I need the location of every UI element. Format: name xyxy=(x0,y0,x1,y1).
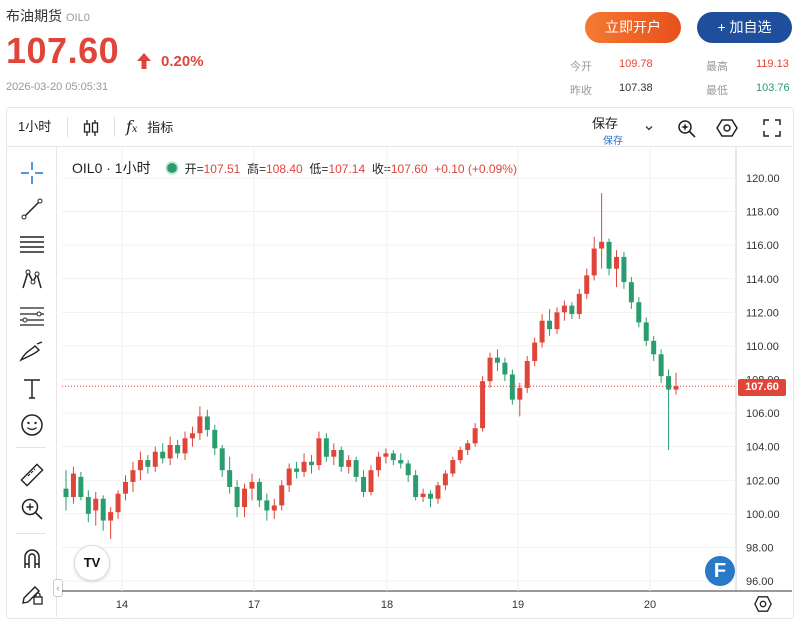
smiley-icon xyxy=(21,414,43,436)
magnet-tool[interactable] xyxy=(18,544,46,572)
zoom-tool[interactable] xyxy=(18,495,46,523)
magnet-icon xyxy=(24,549,40,568)
quick-search-button[interactable] xyxy=(677,107,697,146)
legend-open-value: 107.51 xyxy=(203,162,241,176)
fullscreen-icon xyxy=(763,118,781,137)
trend-line-tool[interactable] xyxy=(18,195,46,223)
emoji-tool[interactable] xyxy=(18,411,46,439)
toolbar-divider xyxy=(16,533,46,534)
trend-line-icon xyxy=(21,198,43,220)
change-percent: 0.20% xyxy=(161,53,204,70)
measure-tool[interactable] xyxy=(18,461,46,489)
brush-icon xyxy=(19,341,43,362)
legend-high-value: 108.40 xyxy=(266,162,303,176)
tradingview-logo[interactable]: TV xyxy=(74,545,110,581)
legend-close-label: 收 xyxy=(371,162,384,176)
magic-search-icon xyxy=(678,119,696,138)
toolbar-divider xyxy=(16,447,46,448)
today-open-label: 今开 xyxy=(570,61,592,73)
chart-container xyxy=(6,107,794,619)
brush-tool[interactable] xyxy=(18,338,46,366)
hexagon-settings-icon xyxy=(716,118,738,137)
text-icon xyxy=(24,379,40,399)
up-arrow-icon xyxy=(137,53,151,69)
timestamp: 2026-03-20 05:05:31 xyxy=(6,81,109,93)
settings-button[interactable] xyxy=(716,107,738,146)
candlestick-icon xyxy=(83,119,99,136)
save-label: 保存 xyxy=(592,116,619,131)
prev-close-label: 昨收 xyxy=(570,85,592,97)
low-label: 最低 xyxy=(706,85,728,97)
legend-close-value: 107.60 xyxy=(390,162,428,176)
quote-header: 布油期货 OIL0 107.60 0.20% 2026-03-20 05:05:3… xyxy=(0,0,802,106)
legend-change-value: +0.10 (+0.09%) xyxy=(434,162,517,176)
legend-low-label: 低 xyxy=(309,162,322,176)
pencil-lock-icon xyxy=(22,586,43,605)
drawing-toolbar: ‹ xyxy=(6,147,63,617)
instrument-name: 布油期货 xyxy=(6,8,62,24)
fib-tool[interactable] xyxy=(18,302,46,330)
last-price-tag: 107.60 xyxy=(738,379,786,396)
fibonacci-icon xyxy=(20,307,44,326)
ruler-icon xyxy=(20,463,44,487)
zoom-in-icon xyxy=(21,498,43,520)
save-button[interactable]: 保存 保存 xyxy=(592,107,623,147)
toolbar-divider xyxy=(114,117,115,137)
last-price: 107.60 xyxy=(6,30,120,71)
f-badge-icon[interactable]: F xyxy=(705,556,735,586)
today-open-value: 109.78 xyxy=(619,58,653,70)
text-tool[interactable] xyxy=(18,375,46,403)
axis-settings-button[interactable] xyxy=(754,595,772,618)
high-value: 119.13 xyxy=(756,58,789,70)
function-icon: fx xyxy=(126,117,138,136)
collapse-toolbar-handle[interactable]: ‹ xyxy=(53,579,63,597)
chart-legend: OIL0 · 1小时 开=107.51 高=108.40 低=107.14 收=1… xyxy=(72,160,517,176)
legend-high-label: 高 xyxy=(247,162,260,176)
legend-low-value: 107.14 xyxy=(328,162,366,176)
crosshair-icon xyxy=(21,162,43,184)
fullscreen-button[interactable] xyxy=(763,107,781,146)
instrument-code: OIL0 xyxy=(66,12,90,24)
open-account-button[interactable]: 立即开户 xyxy=(585,12,681,43)
hexagon-settings-icon xyxy=(754,596,772,612)
candle-type-button[interactable] xyxy=(82,107,100,146)
chart-toolbar: 1小时 fx 指标 保存 保存 xyxy=(6,107,792,147)
high-label: 最高 xyxy=(706,61,728,73)
pattern-icon xyxy=(22,269,42,289)
chevron-down-icon[interactable] xyxy=(644,107,654,146)
legend-open-label: 开 xyxy=(184,162,197,176)
crosshair-tool[interactable] xyxy=(18,159,46,187)
toolbar-divider xyxy=(67,117,68,137)
pattern-tool[interactable] xyxy=(18,266,46,294)
save-sublabel: 保存 xyxy=(603,136,623,147)
lock-drawing-tool[interactable] xyxy=(18,580,46,608)
low-value: 103.76 xyxy=(756,82,790,94)
horizontal-lines-tool[interactable] xyxy=(18,230,46,258)
legend-symbol: OIL0 · 1小时 xyxy=(72,160,151,176)
prev-close-value: 107.38 xyxy=(619,82,653,94)
instrument-title: 布油期货 OIL0 xyxy=(6,6,90,26)
indicators-button[interactable]: fx 指标 xyxy=(126,107,173,146)
market-status-dot xyxy=(164,161,179,175)
horizontal-lines-icon xyxy=(20,236,44,253)
add-to-watchlist-button[interactable]: + 加自选 xyxy=(697,12,792,43)
indicators-label: 指标 xyxy=(147,120,174,135)
interval-selector[interactable]: 1小时 xyxy=(18,119,52,134)
